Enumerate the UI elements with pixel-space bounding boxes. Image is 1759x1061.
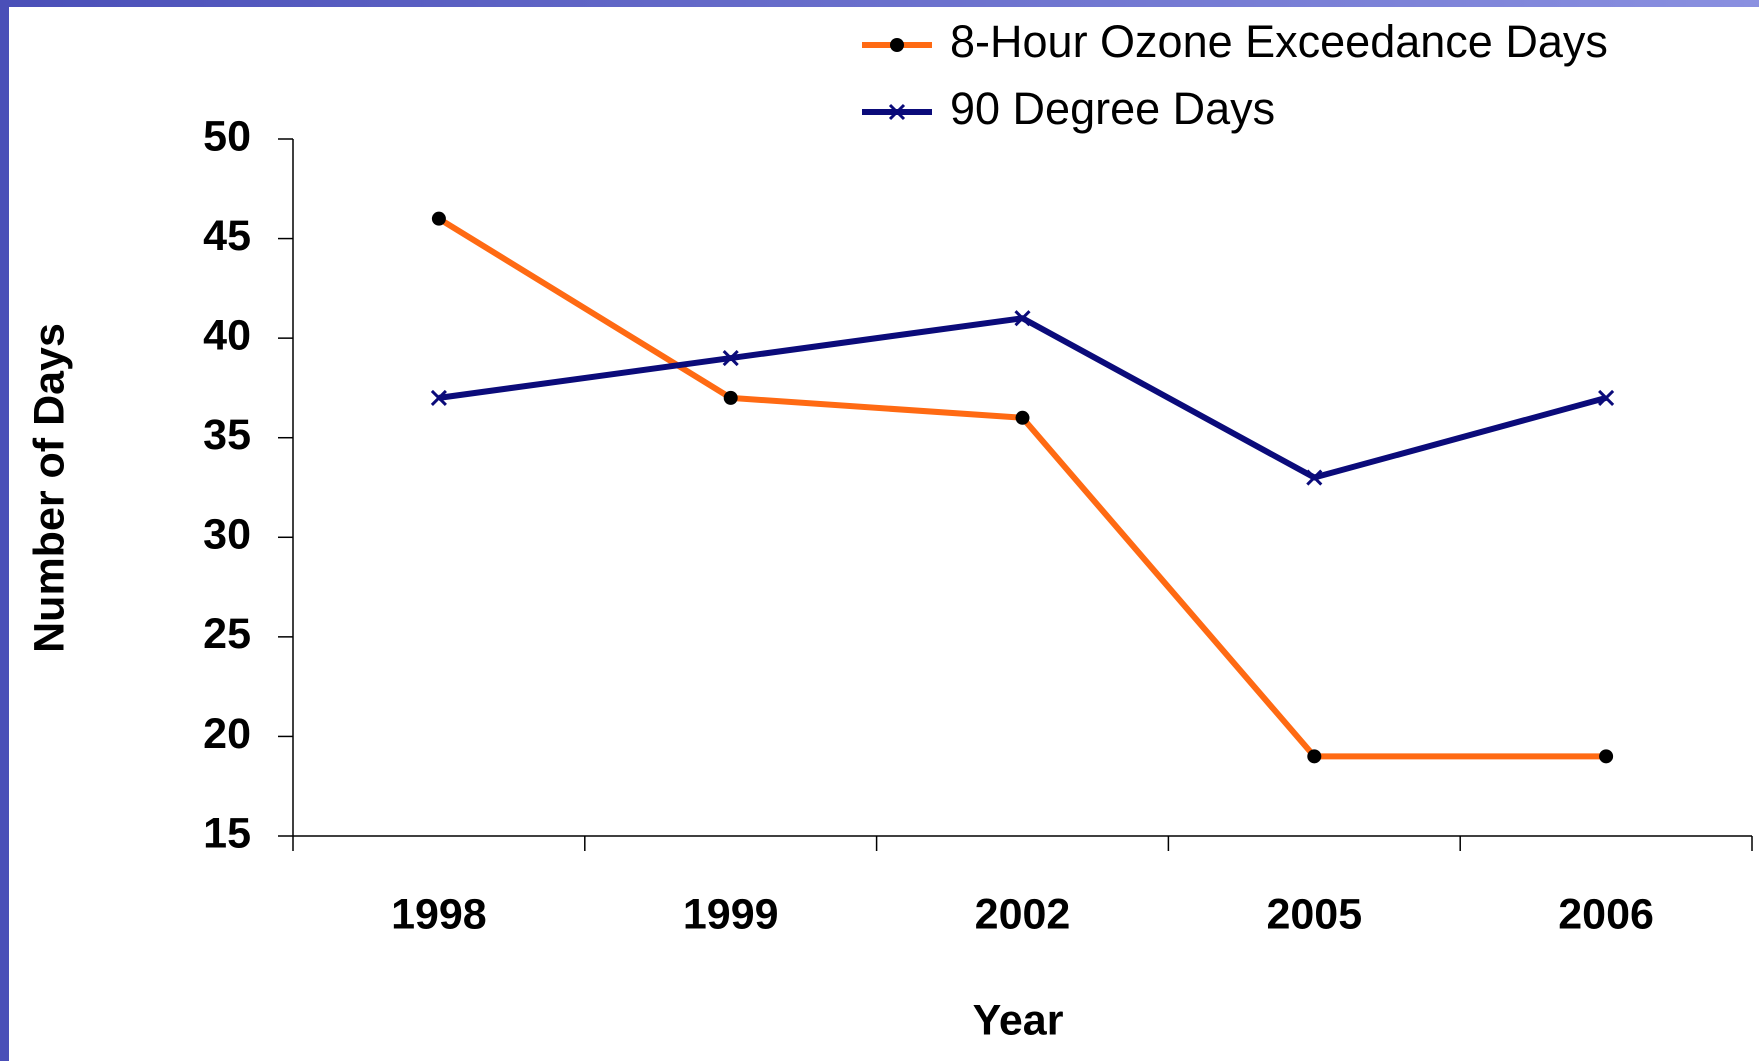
legend-label: 8-Hour Ozone Exceedance Days xyxy=(950,16,1608,67)
y-tick-label: 45 xyxy=(203,212,251,260)
y-tick-label: 25 xyxy=(203,610,251,658)
point xyxy=(1599,749,1614,764)
x-tick-label: 2005 xyxy=(1266,890,1362,938)
x-axis-label: Year xyxy=(973,996,1064,1044)
chart-background xyxy=(9,7,1759,1061)
x-tick-label: 1998 xyxy=(391,890,487,938)
point xyxy=(722,349,739,367)
y-tick-label: 50 xyxy=(203,112,251,160)
point xyxy=(1014,310,1031,327)
y-tick-label: 30 xyxy=(203,511,251,559)
y-tick-label: 15 xyxy=(203,809,251,857)
point xyxy=(431,211,446,226)
x-tick-label: 1999 xyxy=(683,890,779,938)
legend-label: 90 Degree Days xyxy=(950,83,1275,134)
legend-marker xyxy=(888,103,906,121)
point xyxy=(1015,410,1030,425)
point xyxy=(1306,469,1323,486)
point xyxy=(1307,749,1322,764)
legend-marker xyxy=(890,38,904,52)
point xyxy=(723,390,738,405)
point xyxy=(1598,389,1615,406)
x-tick-label: 2006 xyxy=(1558,890,1654,938)
x-tick-label: 2002 xyxy=(975,890,1071,938)
y-tick-label: 35 xyxy=(203,411,251,459)
y-tick-label: 40 xyxy=(203,312,251,360)
point xyxy=(430,389,447,406)
y-axis-label: Number of Days xyxy=(25,323,73,653)
y-tick-label: 20 xyxy=(203,710,251,758)
